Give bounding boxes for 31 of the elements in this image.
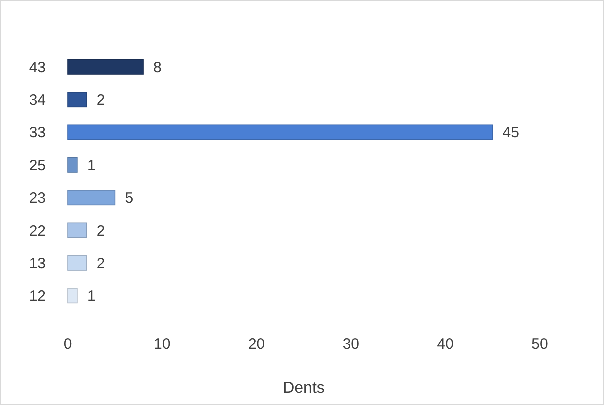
y-tick-label: 13 bbox=[29, 255, 46, 272]
data-label: 45 bbox=[502, 124, 520, 142]
x-tick-label: 10 bbox=[154, 336, 171, 353]
data-label: 8 bbox=[154, 59, 162, 76]
y-tick-label: 25 bbox=[29, 157, 46, 174]
x-axis-title: Dents bbox=[283, 380, 325, 397]
y-tick-label: 33 bbox=[29, 124, 46, 142]
x-tick-label: 20 bbox=[248, 336, 266, 353]
bar bbox=[68, 124, 494, 140]
data-label: 2 bbox=[96, 222, 106, 240]
bar bbox=[68, 222, 88, 238]
data-label: 2 bbox=[96, 92, 106, 110]
bar bbox=[68, 92, 88, 108]
data-label: 1 bbox=[87, 288, 96, 306]
bar bbox=[68, 190, 116, 206]
y-tick-label: 23 bbox=[29, 190, 46, 208]
y-tick-label: 12 bbox=[29, 288, 46, 306]
x-tick-label: 30 bbox=[342, 336, 360, 353]
x-tick-label: 50 bbox=[532, 336, 548, 353]
bar bbox=[68, 59, 144, 75]
data-label: 1 bbox=[87, 157, 96, 174]
bar bbox=[68, 157, 78, 173]
y-tick-label: 22 bbox=[29, 222, 46, 240]
bar bbox=[68, 288, 78, 304]
data-label: 5 bbox=[125, 190, 134, 208]
data-label: 2 bbox=[96, 255, 106, 272]
x-tick-label: 40 bbox=[437, 336, 454, 353]
y-tick-label: 43 bbox=[29, 59, 46, 76]
y-tick-label: 34 bbox=[29, 92, 46, 110]
bar bbox=[68, 255, 88, 271]
x-tick-label: 0 bbox=[64, 336, 72, 353]
